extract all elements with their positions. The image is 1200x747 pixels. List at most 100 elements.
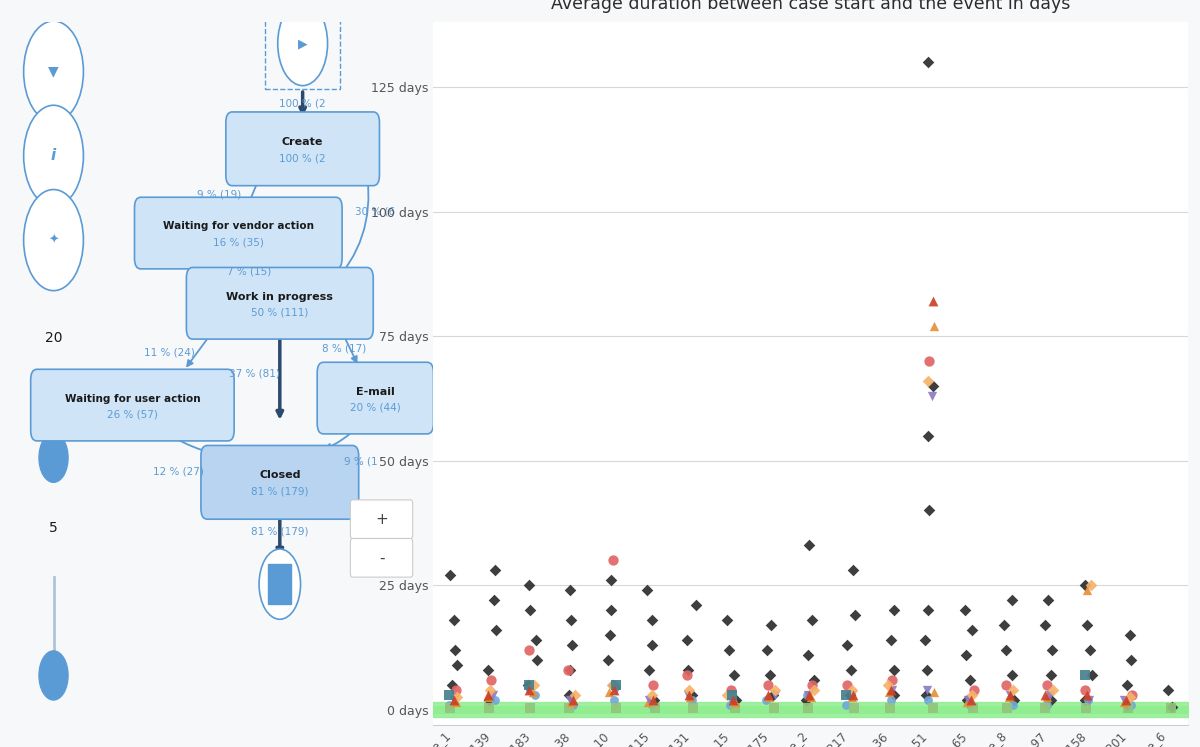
Create — [725, 702, 744, 714]
Text: +: + — [376, 512, 388, 527]
Closed — [1002, 669, 1021, 681]
Waiting for vendor action — [1036, 689, 1055, 701]
Closed — [1121, 654, 1140, 666]
Work in progress — [842, 691, 862, 703]
Modify Comment — [565, 689, 584, 701]
Waiting for vendor action — [679, 689, 698, 701]
Closed — [1117, 698, 1136, 710]
Closed — [601, 604, 620, 616]
Waiting for user action — [959, 694, 978, 706]
Closed — [1075, 579, 1094, 591]
Text: 9 % (19): 9 % (19) — [198, 190, 241, 199]
E-mail — [721, 684, 740, 695]
Text: 81 % (179): 81 % (179) — [251, 487, 308, 497]
Create — [521, 702, 540, 714]
Text: 5: 5 — [49, 521, 58, 535]
Closed — [805, 674, 824, 686]
Closed — [442, 679, 461, 691]
Closed — [997, 644, 1016, 656]
Waiting for vendor action — [479, 689, 498, 701]
Waiting for vendor action — [1078, 689, 1097, 701]
FancyBboxPatch shape — [350, 539, 413, 577]
Closed — [643, 614, 662, 626]
Modify Comment — [642, 689, 661, 701]
Closed — [995, 619, 1014, 631]
Circle shape — [38, 433, 68, 483]
FancyBboxPatch shape — [200, 445, 359, 519]
FancyBboxPatch shape — [186, 267, 373, 339]
Circle shape — [277, 1, 328, 86]
Create — [479, 702, 498, 714]
Closed — [917, 689, 936, 701]
Closed — [841, 664, 860, 676]
Text: 9 % (1: 9 % (1 — [344, 456, 378, 466]
Closed — [845, 609, 864, 621]
User responsed — [520, 679, 539, 691]
Closed — [1042, 669, 1061, 681]
E-mail — [1075, 684, 1094, 695]
Text: 26 % (57): 26 % (57) — [107, 409, 158, 419]
Text: Waiting for user action: Waiting for user action — [65, 394, 200, 403]
Closed — [683, 689, 702, 701]
Circle shape — [259, 549, 300, 619]
Create — [559, 702, 578, 714]
FancyBboxPatch shape — [134, 197, 342, 269]
Circle shape — [24, 21, 84, 122]
E-mail — [520, 644, 539, 656]
Modify Comment — [764, 684, 784, 695]
Text: 11 % (24): 11 % (24) — [144, 347, 196, 357]
User responsed — [722, 689, 742, 701]
User responsed — [439, 689, 458, 701]
Assign — [485, 694, 504, 706]
Create — [923, 702, 942, 714]
Create — [881, 702, 900, 714]
Text: 20: 20 — [44, 332, 62, 345]
Assign — [797, 689, 816, 701]
Waiting for user action — [1001, 689, 1020, 701]
E-mail — [481, 674, 500, 686]
Waiting for vendor action — [844, 689, 863, 701]
Modify Comment — [842, 684, 862, 695]
Work in progress — [562, 696, 581, 708]
Assign — [526, 689, 545, 701]
Text: ✦: ✦ — [48, 234, 59, 247]
User responsed — [1075, 669, 1094, 681]
Text: -: - — [379, 551, 384, 565]
Closed — [725, 669, 744, 681]
Text: 50 % (111): 50 % (111) — [251, 307, 308, 317]
Work in progress — [924, 320, 943, 332]
Closed — [637, 584, 656, 596]
Waiting for user action — [918, 684, 937, 695]
E-mail — [758, 679, 778, 691]
E-mail — [604, 554, 623, 566]
Closed — [1078, 619, 1097, 631]
Text: E-mail: E-mail — [356, 386, 395, 397]
Closed — [1117, 679, 1136, 691]
Closed — [485, 564, 504, 576]
Closed — [838, 639, 857, 651]
Closed — [803, 614, 822, 626]
Text: 37 % (81): 37 % (81) — [229, 368, 281, 379]
Closed — [881, 634, 900, 646]
Closed — [602, 574, 622, 586]
Text: 7 % (15): 7 % (15) — [227, 267, 271, 276]
Waiting for user action — [560, 694, 580, 706]
Closed — [520, 604, 539, 616]
Create — [964, 702, 983, 714]
Assign — [605, 694, 624, 706]
Assign — [642, 698, 661, 710]
Circle shape — [24, 105, 84, 206]
User responsed — [606, 679, 625, 691]
Create — [764, 702, 784, 714]
Closed — [678, 634, 697, 646]
Closed — [1075, 694, 1094, 706]
Closed — [484, 594, 503, 606]
Work in progress — [1078, 584, 1097, 596]
Create — [644, 702, 664, 714]
Closed — [642, 639, 661, 651]
Waiting for vendor action — [643, 694, 662, 706]
Work in progress — [726, 696, 745, 708]
Work in progress — [479, 691, 498, 703]
E-mail — [1123, 689, 1142, 701]
Closed — [844, 564, 863, 576]
